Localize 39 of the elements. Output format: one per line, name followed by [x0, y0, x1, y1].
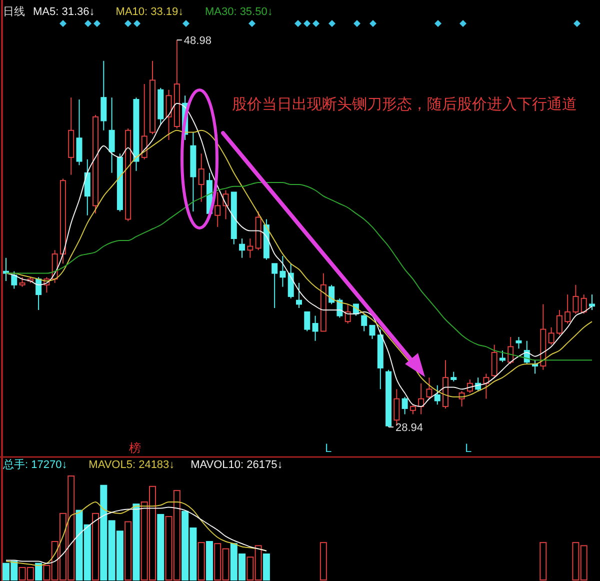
- text: MAVOL5: 24183↓: [88, 459, 175, 471]
- text: 榜: [129, 441, 141, 455]
- annotation: 48.98: [184, 35, 212, 47]
- candlestick: [483, 373, 490, 400]
- bar: [540, 542, 547, 580]
- bar: [262, 554, 270, 580]
- bar: [198, 542, 205, 580]
- candlestick: [280, 255, 286, 288]
- candlestick: [108, 97, 115, 174]
- annotation: 股价当日出现断头铡刀形态，随后股价进入下行通道: [232, 96, 577, 113]
- text: MA5: 31.36↓: [33, 6, 95, 18]
- candlestick: [3, 257, 9, 282]
- bar: [320, 542, 327, 580]
- candlestick: [540, 304, 546, 370]
- candlestick: [434, 384, 440, 406]
- candlestick: [214, 192, 221, 228]
- series-label: 总手: 17270↓: [2, 458, 68, 471]
- candlestick: [68, 97, 74, 176]
- bar: [35, 562, 42, 580]
- bar: [132, 504, 140, 580]
- candlestick: [198, 153, 204, 202]
- text: L: [325, 441, 332, 455]
- bar: [157, 514, 164, 580]
- text: MAVOL10: 26175↓: [190, 459, 283, 471]
- candlestick: [100, 60, 107, 131]
- candlestick: [239, 238, 246, 258]
- text: MA30: 35.50↓: [204, 6, 273, 18]
- annotation: 28.94: [396, 422, 424, 434]
- text: L: [465, 441, 472, 455]
- candlestick: [312, 315, 318, 342]
- bar: [92, 512, 100, 580]
- candlestick: [190, 132, 196, 212]
- candlestick: [247, 238, 254, 258]
- candlestick: [84, 158, 90, 216]
- chart-title: 日线: [3, 5, 25, 18]
- text: MA10: 33.19↓: [116, 6, 184, 18]
- candlestick: [296, 282, 302, 309]
- bar: [124, 521, 132, 580]
- bar: [206, 541, 213, 580]
